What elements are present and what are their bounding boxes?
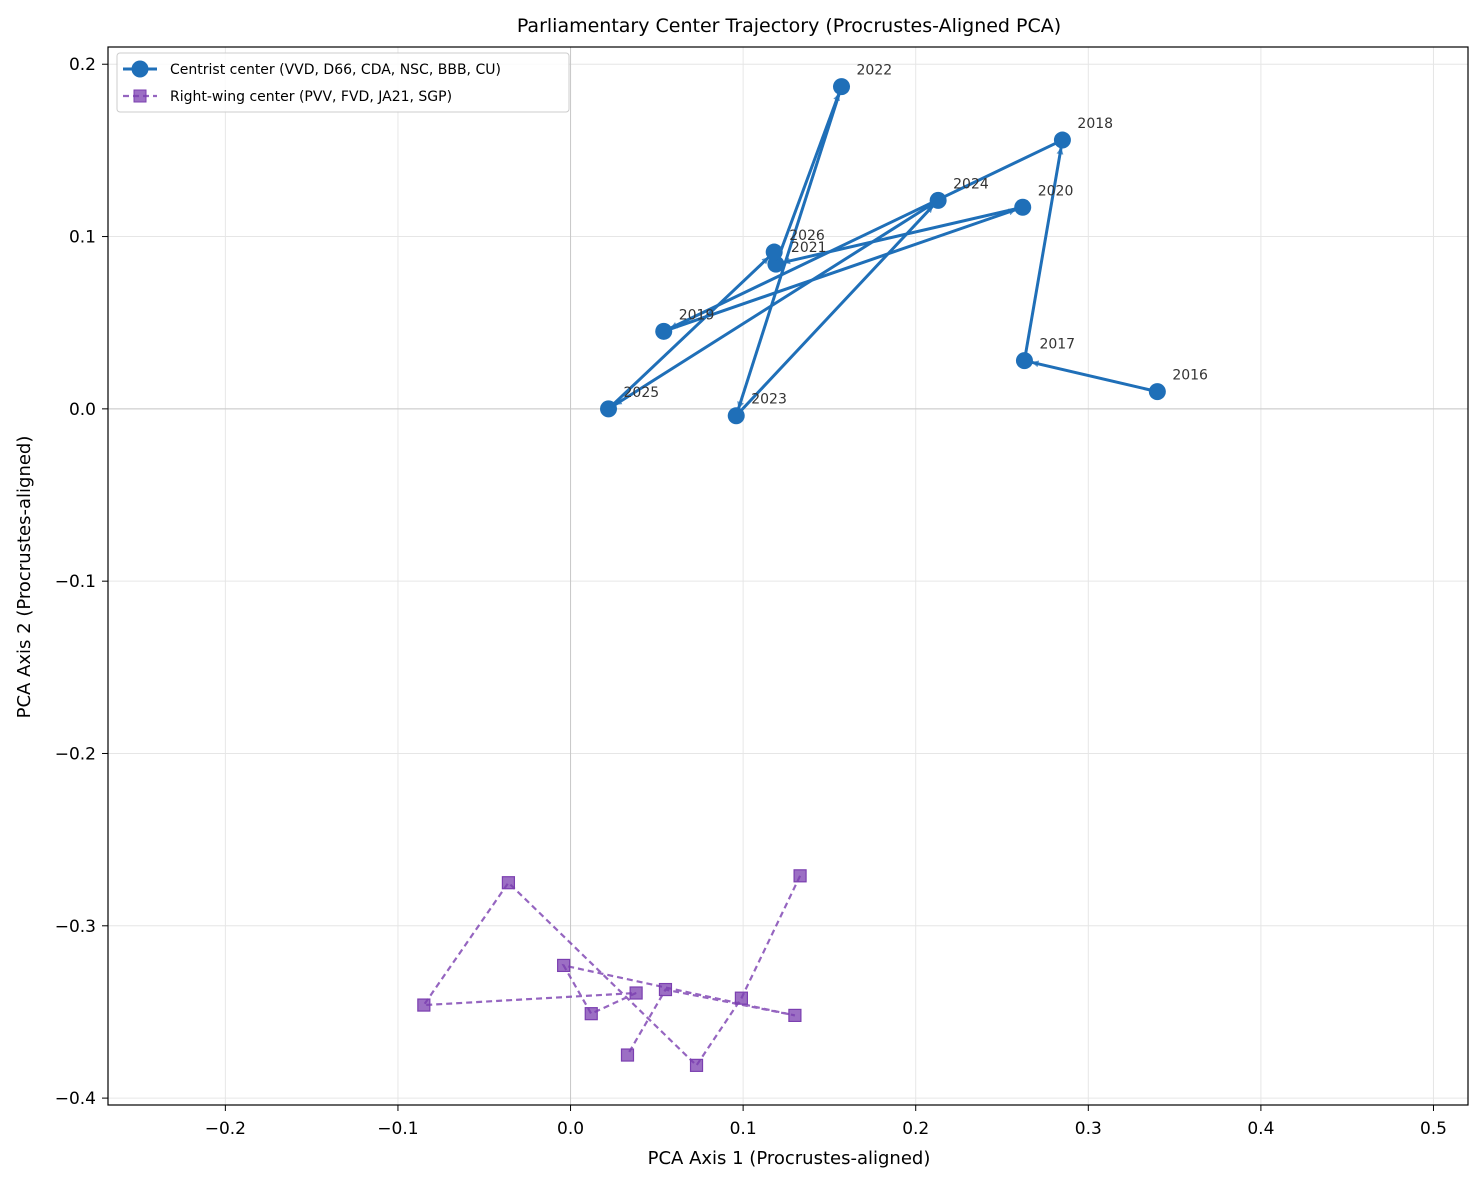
trajectory-segment [663,208,1016,333]
y-tick-label: 0.1 [69,228,96,248]
data-point [689,1058,704,1072]
trajectory-segment [614,199,939,406]
data-point [629,986,643,1000]
data-point [788,1008,802,1022]
x-tick-label: −0.1 [377,1119,418,1139]
trajectory-segment [607,256,770,410]
data-point [584,1007,598,1021]
x-tick-label: 0.4 [1247,1119,1274,1139]
data-point [833,78,851,96]
trajectory-segment [737,86,843,409]
y-axis-label: PCA Axis 2 (Procrustes-aligned) [14,436,35,719]
data-point [1053,131,1071,149]
chart-title: Parliamentary Center Trajectory (Procrus… [517,15,1061,37]
y-tick-label: −0.1 [55,572,96,592]
y-tick-label: −0.2 [55,744,96,764]
data-point [727,407,745,425]
series-1 [600,78,1166,425]
data-point [793,869,807,883]
legend-label: Right-wing center (PVV, FVD, JA21, SGP) [170,89,452,105]
data-point [417,998,431,1012]
series-layer [417,78,1166,1072]
legend-marker [133,89,147,103]
data-point [734,991,749,1005]
x-tick-label: 0.5 [1420,1119,1447,1139]
axis-ticks: −0.2 −0.1 0.0 0.1 0.2 0.3 0.4 0.5 −0.4 −0.3 −0.2 −0… [55,55,1447,1139]
year-label: 2026 [789,228,825,244]
year-labels: 2016 2017 2018 2019 2020 2021 2022 2023 2024 2025… [624,63,1209,408]
grid [108,47,1468,1105]
data-point [1148,383,1166,401]
trajectory-segment [783,205,1024,264]
year-label: 2024 [953,176,989,192]
y-tick-label: −0.3 [55,917,96,937]
x-tick-label: 0.3 [1075,1119,1102,1139]
x-tick-label: 0.1 [730,1119,757,1139]
data-point [1014,198,1032,216]
year-label: 2021 [791,240,827,256]
data-point [557,958,571,973]
legend: Centrist center (VVD, D66, CDA, NSC, BBB… [116,52,570,113]
trajectory-segment [670,138,1064,330]
year-label: 2022 [857,63,893,79]
year-label: 2017 [1039,337,1075,353]
trajectory-segment [735,205,934,417]
year-label: 2018 [1077,116,1113,132]
y-tick-label: 0.0 [69,400,96,420]
data-point [620,1048,635,1062]
y-tick-label: 0.2 [69,55,96,75]
x-tick-label: 0.0 [557,1119,584,1139]
legend-box [116,52,570,113]
year-label: 2025 [624,385,660,401]
x-axis-label: PCA Axis 1 (Procrustes-aligned) [648,1148,931,1169]
x-tick-label: −0.2 [205,1119,246,1139]
data-point [655,322,673,340]
data-point [929,191,947,209]
data-point [765,243,783,261]
x-tick-label: 0.2 [902,1119,929,1139]
series-line [421,875,802,1068]
data-point [501,876,516,890]
year-label: 2020 [1038,183,1074,199]
legend-label: Centrist center (VVD, D66, CDA, NSC, BBB… [170,62,501,78]
series-2 [417,869,807,1072]
trajectory-segment [1031,360,1158,394]
year-label: 2023 [751,392,787,408]
data-point [658,982,673,997]
year-label: 2016 [1172,368,1208,384]
year-label: 2019 [679,307,715,323]
trajectory-segment [774,93,841,265]
trajectory-segment [1022,147,1063,361]
y-tick-label: −0.4 [55,1089,96,1109]
zero-reference-lines [108,47,1468,1105]
legend-marker [131,60,149,78]
data-point [600,400,618,418]
plot-frame [107,46,1469,1106]
data-point [1015,352,1033,370]
